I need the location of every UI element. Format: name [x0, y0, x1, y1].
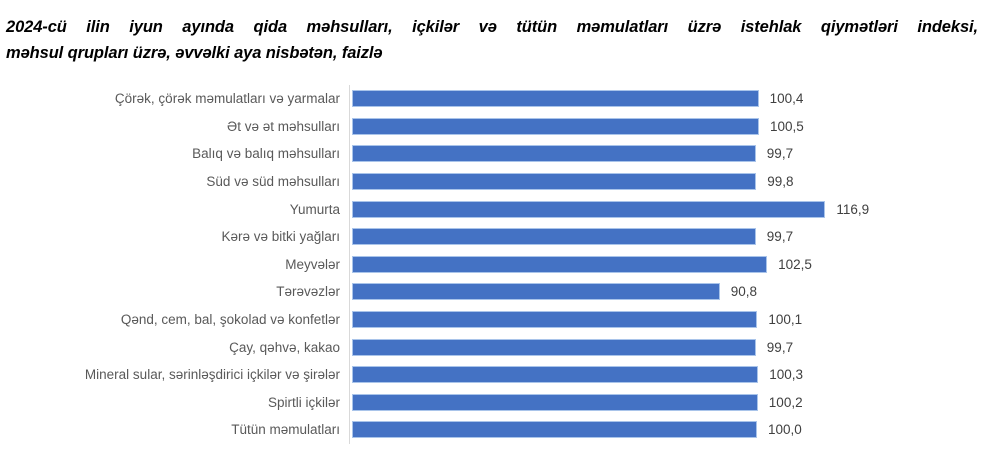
- chart-row: Yumurta 116,9: [0, 195, 1000, 223]
- chart-row: Kərə və bitki yağları 99,7: [0, 222, 1000, 251]
- chart-row: Spirtli içkilər 100,2: [0, 388, 1000, 417]
- value-label: 100,5: [770, 118, 804, 134]
- value-label: 99,7: [766, 339, 794, 355]
- bar: [352, 173, 757, 191]
- category-label: Tərəvəzlər: [276, 284, 340, 300]
- category-label: Mineral sular, sərinləşdirici içkilər və…: [84, 367, 340, 383]
- chart-title: 2024-cü ilin iyun ayında qida məhsulları…: [6, 14, 978, 66]
- chart-row: Çay, qəhvə, kakao 99,7: [0, 333, 1000, 361]
- chart-row: Qənd, cem, bal, şokolad və konfetlər 100,…: [0, 305, 1000, 334]
- bar: [352, 421, 757, 439]
- chart-title-line-1: 2024-cü ilin iyun ayında qida məhsulları…: [6, 18, 978, 36]
- bar-track: 100,4: [349, 85, 1000, 113]
- bar-track: 100,5: [349, 112, 1000, 141]
- category-label: Çörək, çörək məmulatları və yarmalar: [114, 91, 340, 107]
- value-label: 100,3: [769, 367, 803, 383]
- chart-row: Tütün məmulatları 100,0: [0, 416, 1000, 444]
- category-label: Tütün məmulatları: [231, 422, 340, 438]
- value-label: 100,2: [768, 394, 803, 410]
- bar-track: 100,2: [349, 388, 1000, 417]
- bar-track: 99,7: [349, 222, 1000, 251]
- value-label: 100,1: [768, 312, 803, 328]
- bar-track: 99,8: [349, 167, 1000, 196]
- bar: [352, 255, 768, 273]
- bar-track: 99,7: [349, 140, 1000, 168]
- bar: [352, 311, 758, 329]
- value-label: 99,8: [767, 174, 794, 190]
- category-label: Süd və süd məhsulları: [206, 174, 340, 190]
- category-label: Ət və ət məhsulları: [227, 118, 340, 134]
- bar-track: 99,7: [349, 333, 1000, 361]
- bar-track: 116,9: [349, 195, 1000, 223]
- value-label: 90,8: [730, 284, 757, 300]
- bar: [352, 283, 720, 301]
- category-label: Çay, qəhvə, kakao: [229, 339, 340, 355]
- category-label: Spirtli içkilər: [267, 394, 340, 410]
- chart-row: Tərəvəzlər 90,8: [0, 278, 1000, 306]
- bar: [352, 145, 756, 163]
- value-label: 100,0: [768, 422, 802, 438]
- category-label: Kərə və bitki yağları: [221, 229, 340, 245]
- chart-row: Ət və ət məhsulları 100,5: [0, 112, 1000, 141]
- bar-track: 100,1: [349, 305, 1000, 334]
- value-label: 102,5: [778, 256, 812, 272]
- bar: [352, 90, 759, 108]
- bar: [352, 366, 759, 384]
- bar-track: 100,0: [349, 416, 1000, 444]
- chart-page: 2024-cü ilin iyun ayında qida məhsulları…: [0, 14, 1000, 462]
- value-label: 116,9: [836, 201, 870, 217]
- bar-track: 102,5: [349, 250, 1000, 279]
- chart-row: Çörək, çörək məmulatları və yarmalar 100,…: [0, 85, 1000, 113]
- bar-chart: Çörək, çörək məmulatları və yarmalar 100,…: [0, 85, 1000, 444]
- bar-track: 90,8: [349, 278, 1000, 306]
- chart-row: Mineral sular, sərinləşdirici içkilər və…: [0, 360, 1000, 389]
- chart-row: Balıq və balıq məhsulları 99,7: [0, 140, 1000, 168]
- bar: [352, 228, 756, 246]
- bar: [352, 393, 758, 411]
- value-label: 100,4: [769, 91, 804, 107]
- category-label: Yumurta: [289, 201, 340, 217]
- category-label: Qənd, cem, bal, şokolad və konfetlər: [120, 312, 340, 328]
- bar: [352, 200, 826, 218]
- chart-row: Süd və süd məhsulları 99,8: [0, 167, 1000, 196]
- bar: [352, 338, 756, 356]
- chart-title-line-2: məhsul qrupları üzrə, əvvəlki aya nisbət…: [6, 44, 383, 62]
- chart-row: Meyvələr 102,5: [0, 250, 1000, 279]
- value-label: 99,7: [766, 229, 794, 245]
- bar-track: 100,3: [349, 360, 1000, 389]
- bar: [352, 117, 759, 135]
- category-label: Balıq və balıq məhsulları: [192, 146, 340, 162]
- value-label: 99,7: [766, 146, 794, 162]
- category-label: Meyvələr: [285, 256, 340, 272]
